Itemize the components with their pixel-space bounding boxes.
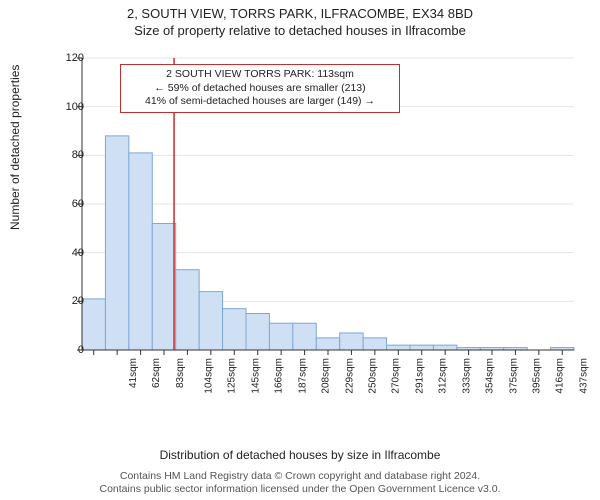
y-tick-label: 60	[72, 198, 84, 210]
x-tick-label: 354sqm	[485, 358, 496, 394]
chart-container: 2, SOUTH VIEW, TORRS PARK, ILFRACOMBE, E…	[0, 0, 600, 500]
chart-subtitle: Size of property relative to detached ho…	[0, 21, 600, 38]
x-tick-label: 104sqm	[204, 358, 215, 394]
x-tick-label: 145sqm	[250, 358, 261, 394]
x-tick-label: 395sqm	[532, 358, 543, 394]
attribution: Contains HM Land Registry data © Crown c…	[0, 470, 600, 496]
x-tick-label: 166sqm	[274, 358, 285, 394]
y-axis-label: Number of detached properties	[8, 65, 22, 230]
attribution-line-2: Contains public sector information licen…	[0, 483, 600, 496]
attribution-line-1: Contains HM Land Registry data © Crown c…	[0, 470, 600, 483]
x-tick-label: 83sqm	[175, 358, 186, 388]
x-tick-label: 312sqm	[438, 358, 449, 394]
x-tick-label: 187sqm	[297, 358, 308, 394]
x-tick-label: 375sqm	[508, 358, 519, 394]
y-tick-label: 120	[66, 52, 84, 64]
x-tick-label: 208sqm	[321, 358, 332, 394]
x-tick-label: 291sqm	[414, 358, 425, 394]
callout-line-2: ← 59% of detached houses are smaller (21…	[127, 82, 393, 96]
y-tick-label: 20	[72, 295, 84, 307]
callout-line-1: 2 SOUTH VIEW TORRS PARK: 113sqm	[127, 68, 393, 82]
y-tick-label: 80	[72, 149, 84, 161]
x-tick-label: 229sqm	[344, 358, 355, 394]
x-tick-label: 416sqm	[555, 358, 566, 394]
chart-title: 2, SOUTH VIEW, TORRS PARK, ILFRACOMBE, E…	[0, 0, 600, 21]
x-tick-label: 62sqm	[151, 358, 162, 388]
x-axis-label: Distribution of detached houses by size …	[0, 448, 600, 462]
x-tick-label: 270sqm	[391, 358, 402, 394]
callout-line-3: 41% of semi-detached houses are larger (…	[127, 95, 393, 109]
y-tick-label: 100	[66, 101, 84, 113]
x-tick-label: 41sqm	[128, 358, 139, 388]
y-tick-label: 40	[72, 247, 84, 259]
callout-box: 2 SOUTH VIEW TORRS PARK: 113sqm ← 59% of…	[120, 64, 400, 113]
y-tick-label: 0	[78, 344, 84, 356]
x-tick-label: 437sqm	[578, 358, 589, 394]
x-tick-label: 125sqm	[227, 358, 238, 394]
x-tick-label: 333sqm	[461, 358, 472, 394]
x-tick-label: 250sqm	[368, 358, 379, 394]
